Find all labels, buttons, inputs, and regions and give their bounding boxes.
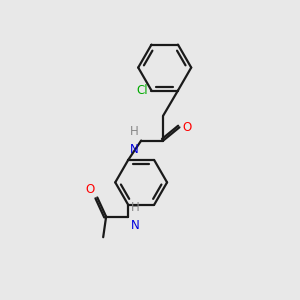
Text: H: H bbox=[130, 125, 139, 138]
Text: N: N bbox=[130, 143, 139, 156]
Text: N: N bbox=[131, 219, 140, 232]
Text: H: H bbox=[131, 201, 140, 214]
Text: O: O bbox=[182, 121, 192, 134]
Text: O: O bbox=[85, 183, 94, 196]
Text: Cl: Cl bbox=[136, 84, 148, 97]
